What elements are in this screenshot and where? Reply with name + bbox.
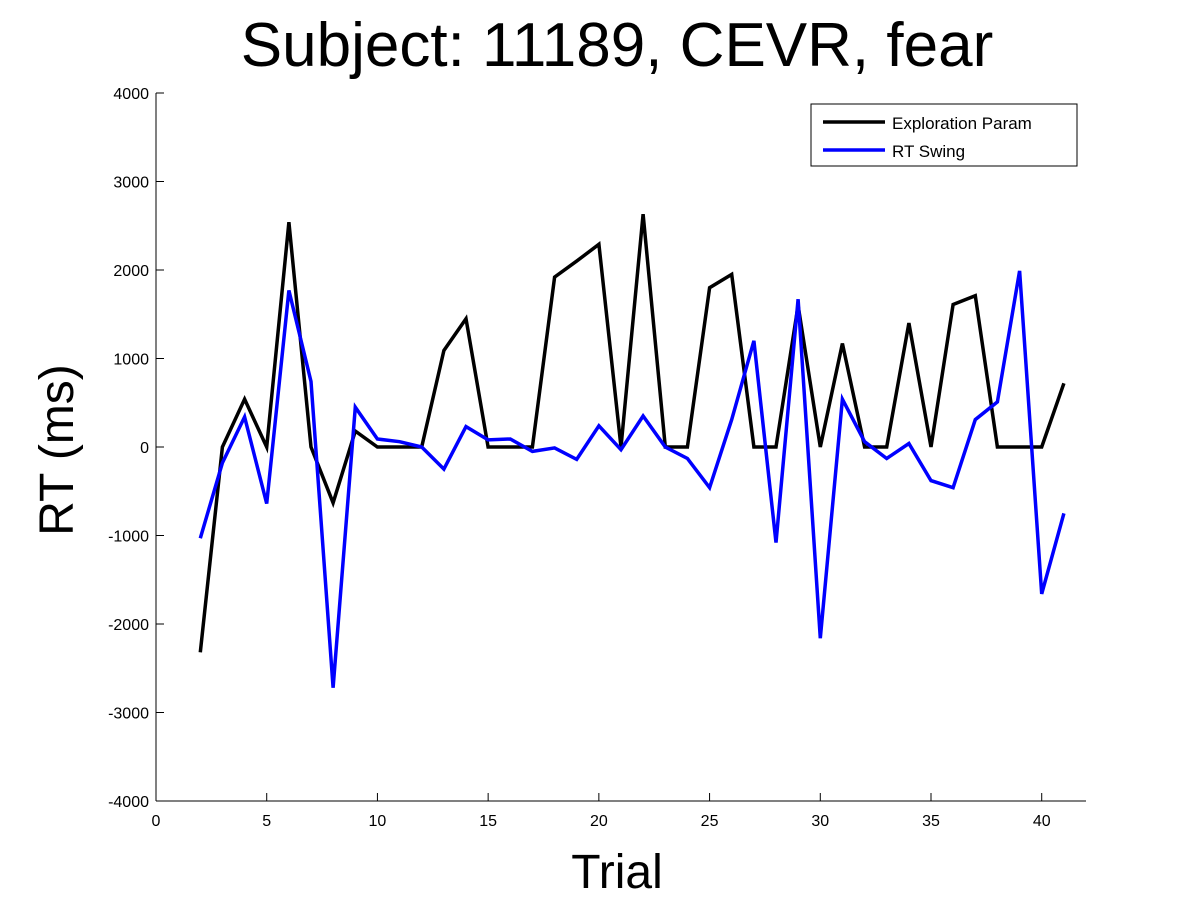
series-line-exploration-param xyxy=(198,214,1066,653)
x-tick-label: 40 xyxy=(1033,813,1051,830)
y-tick-label: 1000 xyxy=(113,352,149,369)
legend-box xyxy=(810,103,1078,167)
y-tick-label: 2000 xyxy=(113,263,149,280)
series-line-rt-swing xyxy=(198,270,1066,688)
x-tick-label: 20 xyxy=(590,813,608,830)
y-ticks: -4000 -3000 -2000 -1000 0 1000 2000 3000 4000 xyxy=(108,86,164,811)
series-layer xyxy=(198,214,1066,688)
chart-title: Subject: 11189, CEVR, fear xyxy=(241,11,993,80)
legend: Exploration Param RT Swing xyxy=(810,103,1078,167)
x-tick-label: 30 xyxy=(811,813,829,830)
x-tick-label: 0 xyxy=(152,813,161,830)
y-tick-label: -1000 xyxy=(108,529,149,546)
x-tick-label: 10 xyxy=(369,813,387,830)
x-tick-label: 15 xyxy=(479,813,497,830)
x-tick-label: 25 xyxy=(701,813,719,830)
x-tick-label: 35 xyxy=(922,813,940,830)
y-tick-label: -2000 xyxy=(108,617,149,634)
y-tick-label: 4000 xyxy=(113,86,149,103)
legend-label-exploration-param: Exploration Param xyxy=(892,114,1032,133)
y-tick-label: -4000 xyxy=(108,794,149,811)
y-axis-label: RT (ms) xyxy=(31,364,84,536)
x-tick-label: 5 xyxy=(262,813,271,830)
y-tick-label: 0 xyxy=(140,440,149,457)
y-tick-label: -3000 xyxy=(108,706,149,723)
x-ticks: 0 5 10 15 20 25 30 35 40 xyxy=(152,793,1051,830)
x-axis-label: Trial xyxy=(571,846,663,899)
legend-label-rt-swing: RT Swing xyxy=(892,142,965,161)
y-tick-label: 3000 xyxy=(113,175,149,192)
